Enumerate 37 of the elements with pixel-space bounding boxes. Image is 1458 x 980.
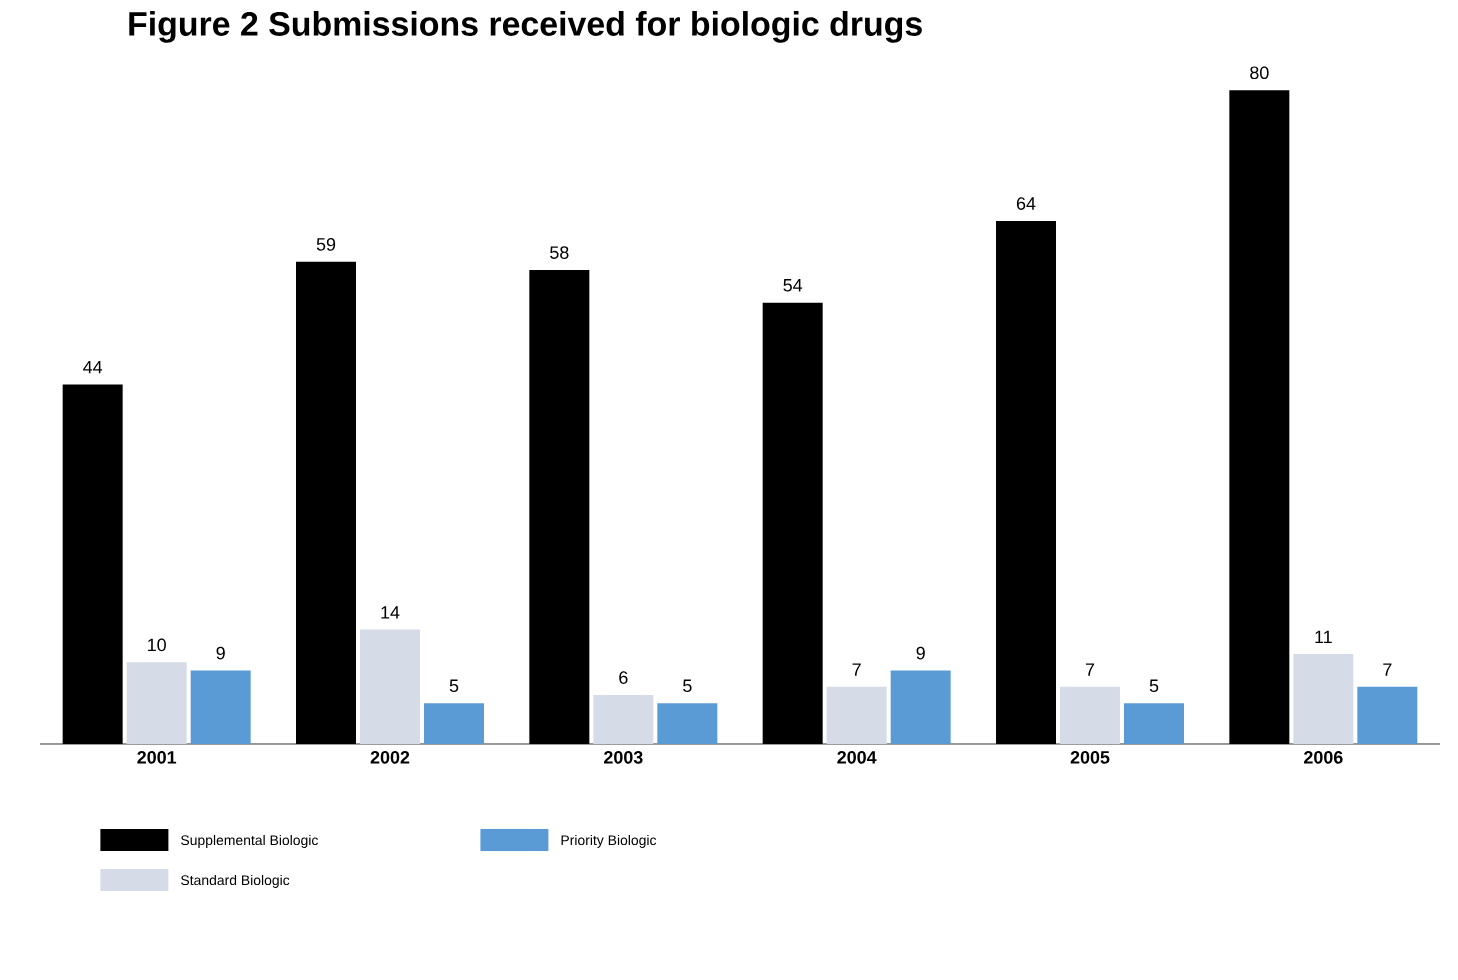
- data-label: 44: [83, 360, 103, 374]
- bar: [657, 703, 718, 744]
- x-tick-label: 2005: [1070, 751, 1110, 764]
- bar: [360, 629, 420, 744]
- data-label: 5: [1149, 679, 1159, 693]
- data-label: 54: [783, 279, 803, 292]
- data-label: 5: [683, 679, 692, 693]
- data-label: 64: [1016, 197, 1036, 210]
- data-label: 11: [1315, 630, 1332, 644]
- data-label: 7: [1085, 663, 1095, 676]
- bar: [190, 670, 251, 744]
- x-tick-label: 2002: [370, 751, 410, 764]
- data-label: 9: [916, 646, 925, 660]
- bar: [593, 694, 654, 744]
- data-label: 80: [1250, 66, 1269, 80]
- data-label: 9: [216, 646, 225, 660]
- bar: [1060, 686, 1121, 744]
- data-label: 5: [449, 679, 459, 693]
- bar: [1357, 686, 1418, 744]
- data-label: 6: [619, 671, 628, 684]
- data-label: 14: [381, 606, 400, 619]
- data-label: 7: [1383, 663, 1392, 676]
- bar: [1293, 654, 1354, 744]
- bar: [126, 662, 187, 744]
- bar: [826, 686, 887, 744]
- x-tick-label: 2001: [137, 751, 177, 764]
- chart-title: Figure 2 Submissions received for biologic drugs: [129, 11, 922, 43]
- data-label: 7: [852, 663, 861, 676]
- x-tick-label: 2006: [1304, 751, 1343, 764]
- bar: [1124, 703, 1185, 744]
- bar: [424, 703, 485, 744]
- data-label: 58: [550, 246, 569, 259]
- x-tick-label: 2003: [604, 751, 643, 764]
- data-label: 59: [316, 238, 336, 251]
- bar: [890, 670, 951, 744]
- data-label: 10: [148, 638, 166, 652]
- x-tick-label: 2004: [837, 751, 877, 764]
